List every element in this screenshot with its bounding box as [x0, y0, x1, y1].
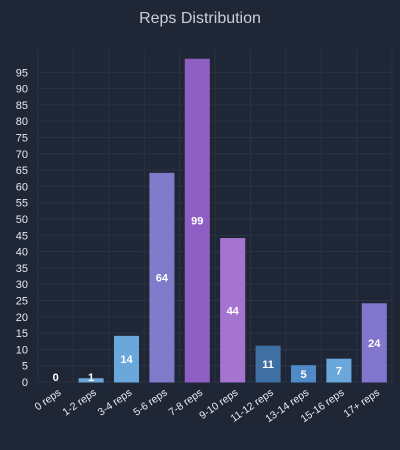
x-tick-label: 17+ reps [341, 387, 382, 420]
bar-value-label: 1 [88, 372, 94, 384]
y-tick-label: 95 [16, 67, 28, 79]
y-tick-label: 25 [16, 296, 28, 308]
y-tick-label: 60 [16, 181, 28, 193]
bar-value-label: 11 [262, 359, 274, 371]
bar-value-label: 0 [53, 372, 59, 384]
x-tick-label: 3-4 reps [96, 387, 134, 419]
y-tick-label: 65 [16, 165, 28, 177]
x-tick-label: 5-6 reps [131, 387, 169, 419]
bar [78, 378, 104, 383]
bar [290, 365, 317, 383]
bar [184, 58, 210, 383]
bar [326, 358, 352, 383]
y-tick-label: 5 [22, 361, 28, 373]
x-tick-label: 0 reps [33, 387, 64, 414]
y-tick-label: 90 [16, 84, 28, 96]
y-tick-label: 45 [16, 230, 28, 242]
bar-value-label: 64 [156, 273, 169, 285]
bar-value-label: 5 [300, 369, 306, 381]
y-tick-label: 50 [16, 214, 28, 226]
y-tick-label: 35 [16, 263, 28, 275]
bar [149, 172, 175, 383]
chart-title: Reps Distribution [139, 10, 261, 27]
bar-value-label: 99 [191, 216, 203, 228]
y-tick-label: 10 [16, 344, 28, 356]
bar-value-label: 7 [336, 366, 342, 378]
y-tick-label: 15 [16, 328, 28, 340]
bar [113, 335, 140, 383]
y-tick-label: 40 [16, 247, 28, 259]
y-tick-label: 55 [16, 198, 28, 210]
bar-value-label: 44 [227, 305, 240, 317]
y-tick-label: 85 [16, 100, 28, 112]
y-tick-label: 75 [16, 133, 28, 145]
bar-value-label: 24 [368, 338, 381, 350]
y-tick-label: 70 [16, 149, 28, 161]
y-tick-label: 80 [16, 116, 28, 128]
bar [220, 238, 246, 383]
y-tick-label: 30 [16, 279, 28, 291]
bar-value-label: 14 [120, 354, 133, 366]
x-tick-label: 1-2 reps [60, 387, 98, 419]
bar [361, 303, 387, 383]
y-tick-label: 20 [16, 312, 28, 324]
bar [255, 345, 281, 383]
y-tick-label: 0 [22, 377, 28, 389]
